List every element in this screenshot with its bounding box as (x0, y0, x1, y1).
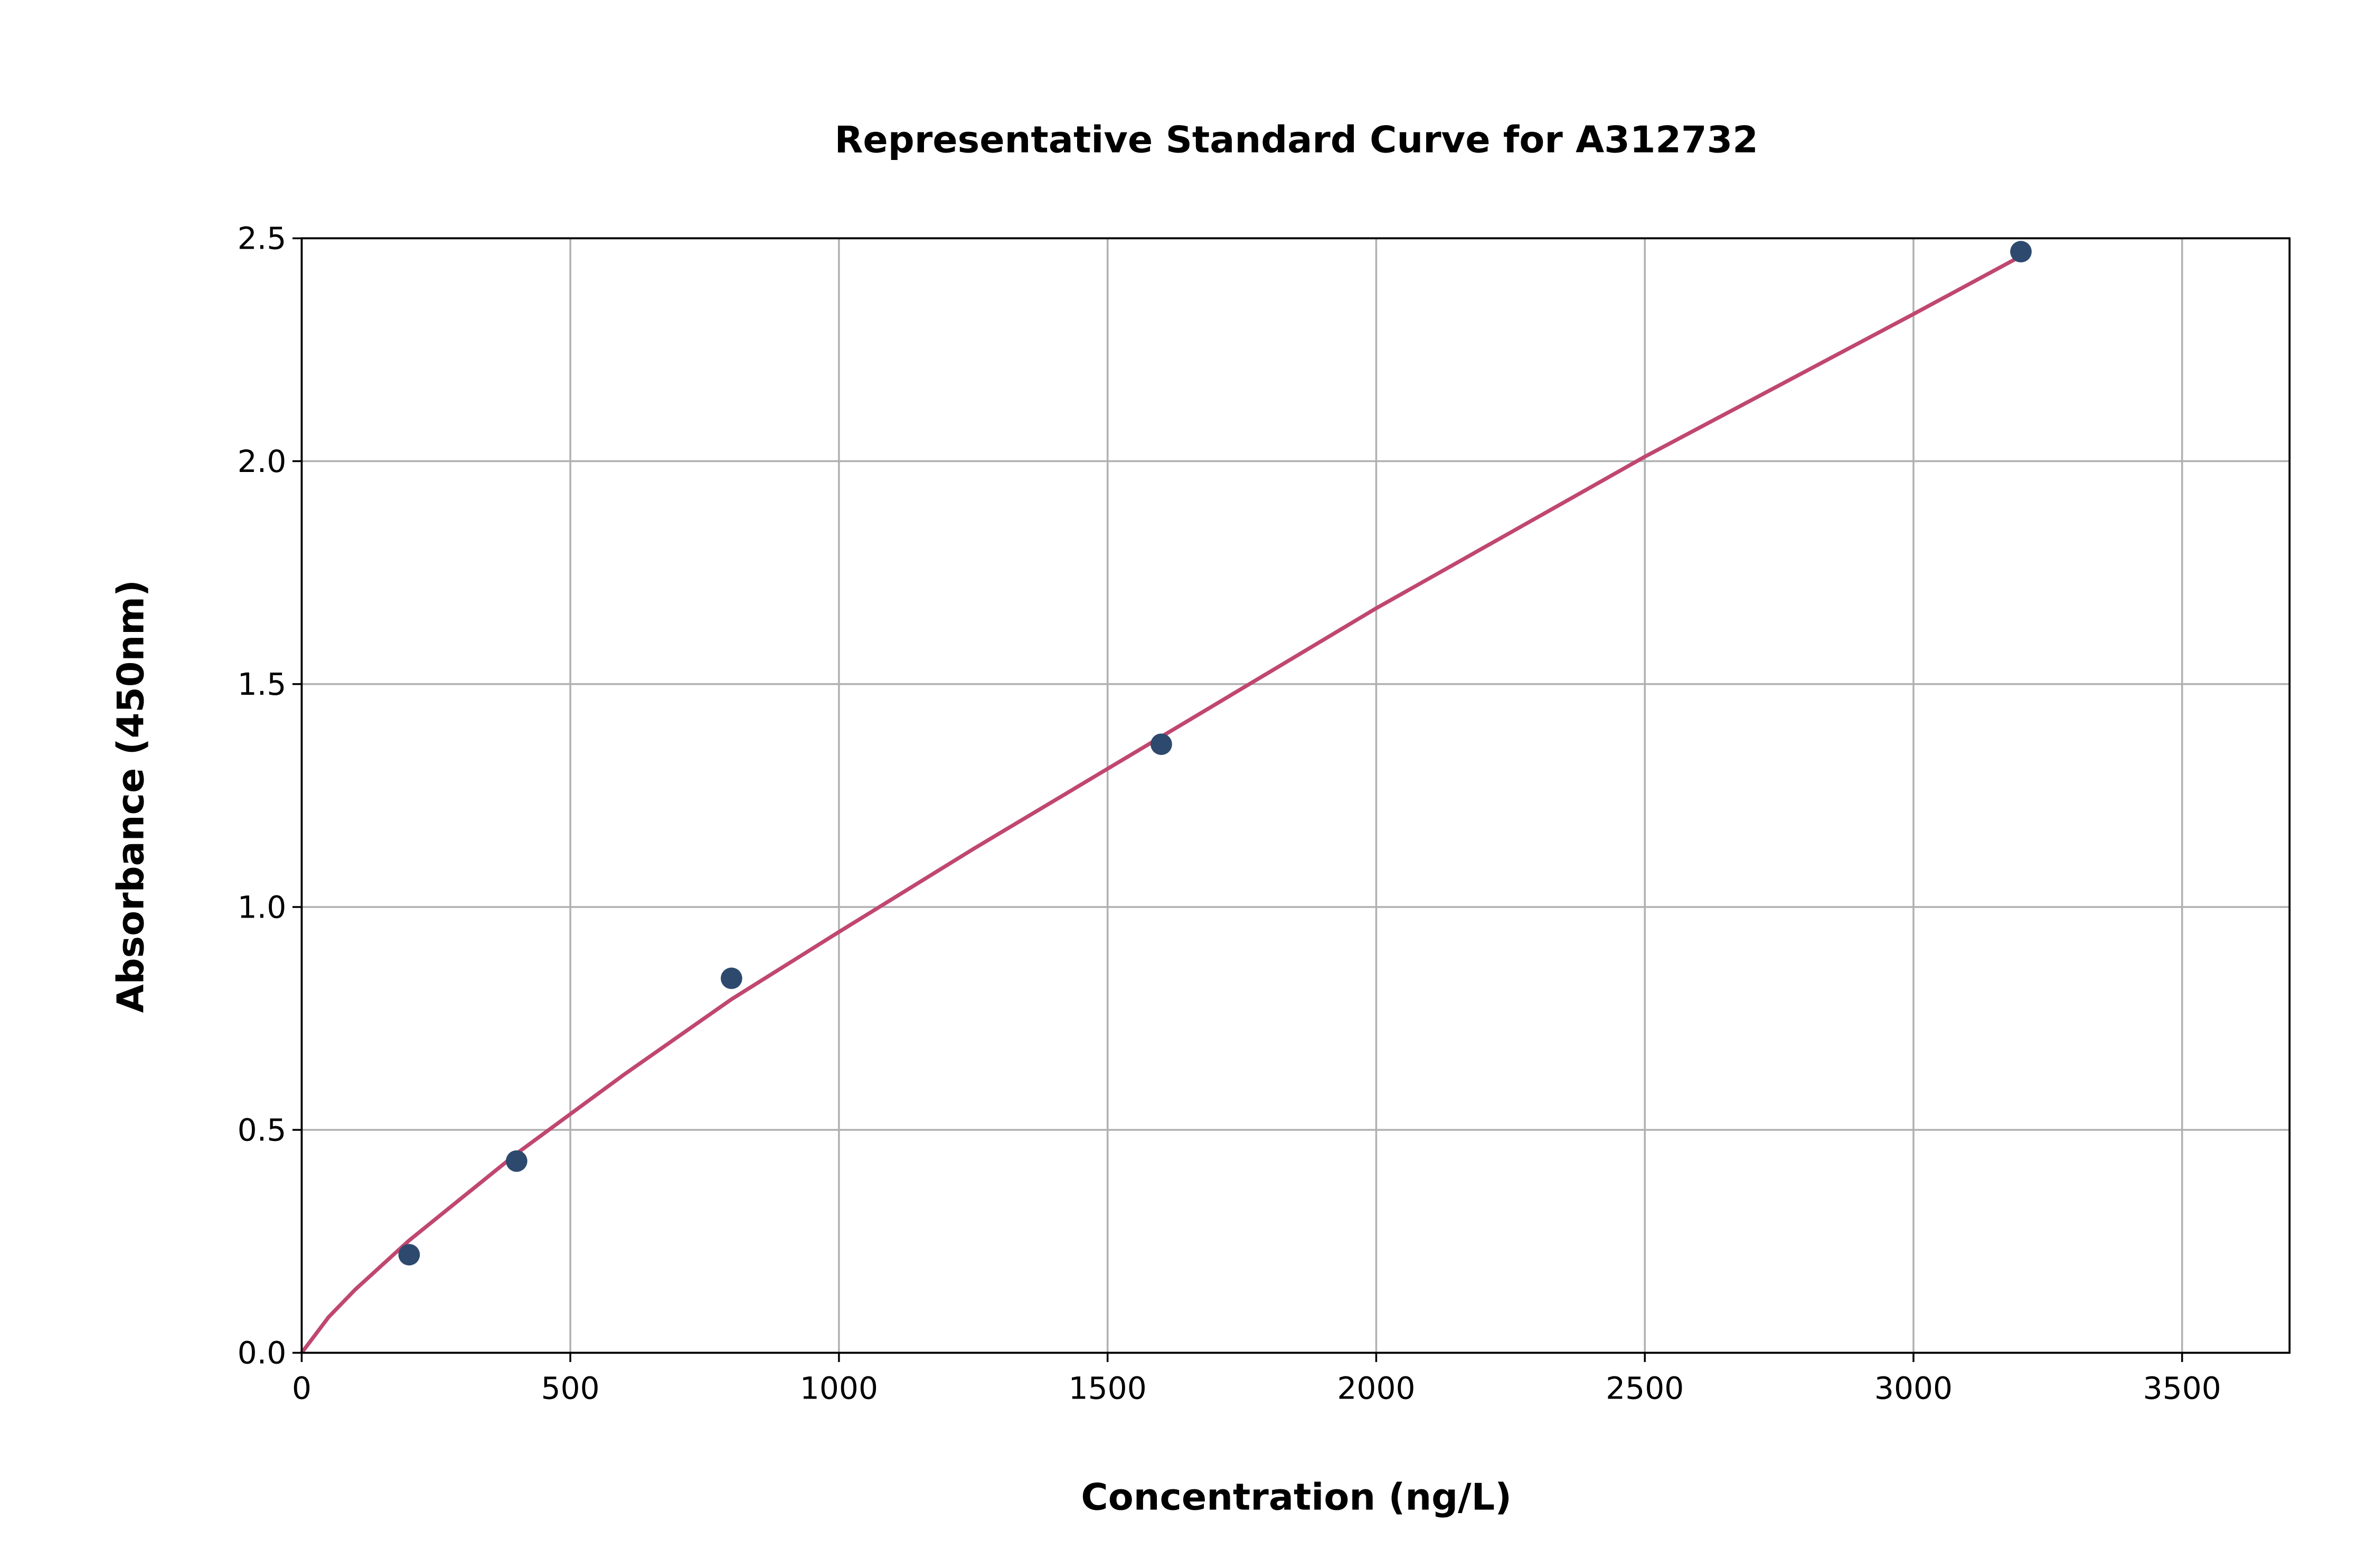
x-tick-label: 2500 (1606, 1371, 1684, 1406)
y-tick-label: 2.0 (238, 443, 287, 479)
x-axis-ticks: 0 500 1000 1500 2000 2500 3000 3500 (292, 1353, 2221, 1406)
y-tick-label: 1.0 (238, 889, 287, 925)
y-tick-label: 0.0 (238, 1335, 287, 1371)
y-tick-label: 0.5 (238, 1112, 287, 1148)
x-tick-label: 3500 (2143, 1371, 2221, 1406)
x-tick-label: 1000 (800, 1371, 878, 1406)
x-tick-label: 0 (292, 1371, 312, 1406)
data-points (398, 241, 2032, 1265)
x-tick-label: 1500 (1069, 1371, 1147, 1406)
y-tick-label: 1.5 (238, 666, 287, 702)
data-point (721, 967, 742, 989)
y-tick-label: 2.5 (238, 221, 287, 257)
x-tick-label: 500 (541, 1371, 600, 1406)
data-point (506, 1150, 527, 1172)
x-tick-label: 2000 (1337, 1371, 1415, 1406)
y-axis-ticks: 0.0 0.5 1.0 1.5 2.0 2.5 (238, 221, 302, 1371)
chart-title: Representative Standard Curve for A31273… (835, 118, 1758, 161)
data-point (2010, 241, 2032, 263)
x-axis-label: Concentration (ng/L) (1081, 1476, 1512, 1518)
plot-frame (300, 237, 2291, 1354)
grid (300, 237, 2290, 1354)
data-point (398, 1244, 420, 1265)
y-axis-label: Absorbance (450nm) (109, 580, 152, 1013)
data-point (1151, 733, 1172, 755)
fit-curve (300, 254, 2022, 1354)
x-tick-label: 3000 (1874, 1371, 1953, 1406)
fit-curve-group (300, 254, 2022, 1354)
